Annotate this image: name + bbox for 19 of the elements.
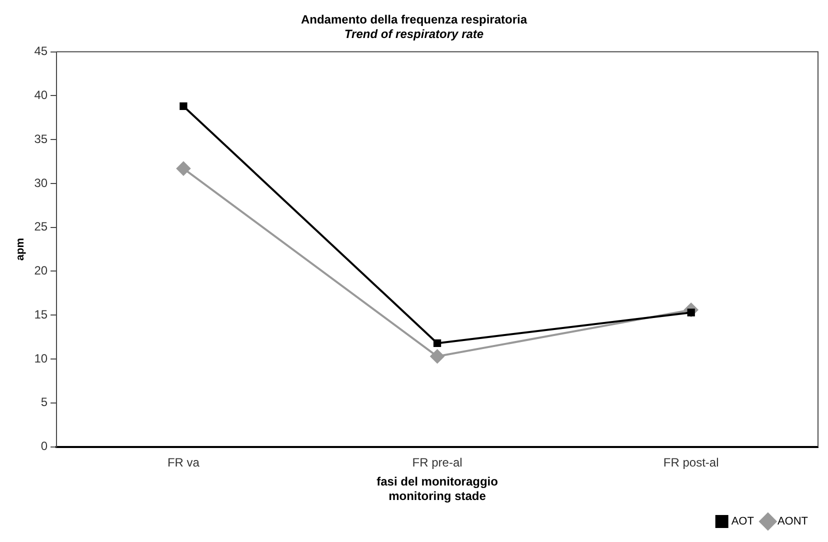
- chart-title: Andamento della frequenza respiratoria: [300, 12, 528, 27]
- x-tick-label: FR pre-al: [412, 455, 462, 470]
- legend-label: AOT: [731, 516, 754, 528]
- y-tick-label: 35: [34, 132, 48, 146]
- y-tick-label: 20: [34, 264, 48, 278]
- y-tick-label: 40: [34, 88, 48, 102]
- y-tick-label: 0: [40, 439, 48, 454]
- legend-label: AONT: [777, 516, 808, 528]
- y-tick-label: 25: [34, 220, 48, 234]
- y-axis-title: apm: [14, 238, 27, 261]
- x-axis-title: fasi del monitoraggio monitoring stade: [376, 474, 498, 504]
- y-tick-label: 45: [34, 44, 48, 58]
- chart-subtitle: Trend of respiratory rate: [344, 26, 484, 41]
- y-tick-label: 15: [34, 307, 48, 322]
- x-tick-label: FR va: [167, 455, 200, 470]
- y-tick-label: 10: [34, 351, 48, 366]
- x-tick-label: FR post-al: [663, 455, 719, 470]
- y-tick-label: 30: [34, 176, 48, 190]
- y-tick-label: 5: [40, 395, 48, 410]
